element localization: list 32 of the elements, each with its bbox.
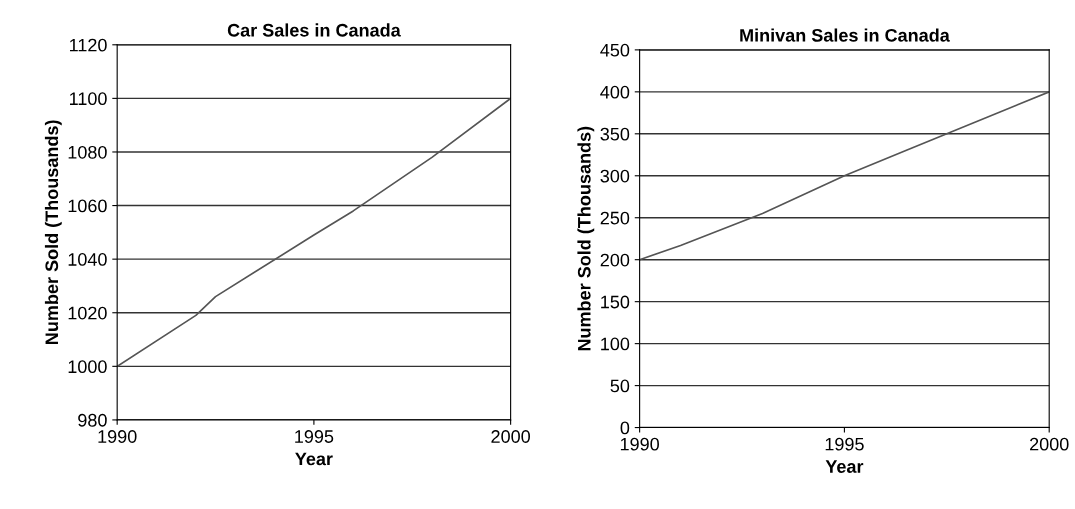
y-axis-title: Number Sold (Thousands) (44, 120, 62, 344)
y-tick-label: 400 (600, 85, 630, 99)
y-tick-label: 1060 (68, 199, 107, 213)
y-tick-label: 1000 (68, 360, 107, 374)
y-tick-label: 0 (620, 421, 630, 435)
x-tick-label: 1990 (98, 430, 137, 443)
line-series (639, 91, 1050, 261)
y-tick-label: 250 (600, 211, 630, 225)
x-tick-label: 2000 (1030, 437, 1069, 451)
y-tick-label: 450 (600, 43, 630, 57)
y-tick-label: 980 (78, 413, 107, 427)
x-tick-label: 1995 (295, 430, 334, 443)
y-tick-label: 1080 (68, 145, 107, 159)
y-tick-label: 1020 (68, 306, 107, 320)
y-tick-label: 300 (600, 169, 630, 183)
x-tick-label: 1995 (825, 437, 864, 451)
y-tick-label: 50 (610, 379, 630, 393)
x-tick-label: 2000 (491, 430, 530, 443)
y-tick-label: 350 (600, 127, 630, 141)
x-tick-label: 1990 (620, 437, 659, 451)
y-tick-label: 1120 (70, 38, 107, 52)
x-axis-title: Year (295, 452, 333, 466)
y-axis-title: Number Sold (Thousands) (577, 126, 595, 351)
y-tick-label: 150 (601, 295, 630, 309)
y-tick-label: 1100 (70, 92, 107, 106)
y-tick-label: 200 (600, 253, 630, 267)
chart-title: Car Sales in Canada (227, 23, 401, 37)
y-tick-label: 100 (601, 337, 630, 351)
x-axis-title: Year (825, 460, 864, 473)
chart-title: Minivan Sales in Canada (740, 28, 950, 42)
y-tick-label: 1040 (68, 253, 107, 266)
line-series (117, 97, 511, 368)
